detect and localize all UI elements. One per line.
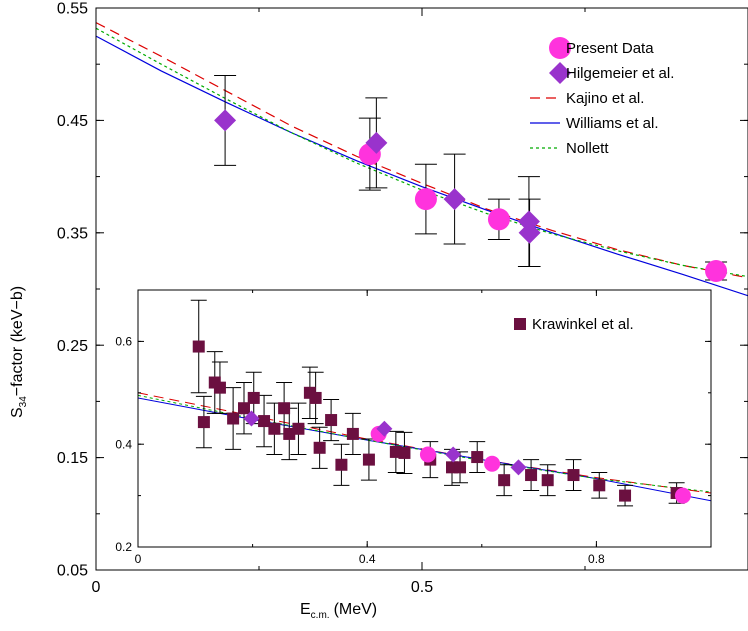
- inset-point-0-25: [498, 474, 511, 487]
- inset-point-0-11: [292, 422, 305, 435]
- inset-point-0-5: [238, 402, 251, 415]
- inset-frame: [137, 289, 712, 548]
- main-ytick-label-4: 0.45: [57, 113, 88, 130]
- inset-point-2-2: [445, 446, 462, 463]
- inset-ytick-label-0: 0.2: [115, 540, 132, 554]
- inset-point-0-15: [325, 414, 338, 427]
- inset-point-0-18: [362, 453, 375, 466]
- main-series-line-3: [96, 35, 748, 297]
- inset-xtick-label-2: 0.8: [588, 552, 605, 566]
- inset-plot: 0.2 0.4 0.6 0 0.4 0.8 Krawinkel et al.: [115, 289, 712, 566]
- main-ytick-label-2: 0.25: [57, 338, 88, 355]
- inset-point-1-3: [674, 487, 691, 504]
- main-series-line-2: [96, 22, 748, 279]
- main-ytick-label-0: 0.05: [57, 563, 88, 580]
- inset-point-2-3: [510, 459, 527, 476]
- inset-point-0-1: [197, 416, 210, 429]
- inset-legend-label: Krawinkel et al.: [532, 316, 634, 333]
- inset-point-0-28: [567, 469, 580, 482]
- legend-label-4: Nollett: [566, 140, 609, 157]
- main-point-0-1: [414, 188, 437, 211]
- inset-point-0-24: [471, 451, 484, 464]
- inset-point-0-29: [593, 479, 606, 492]
- inset-legend: Krawinkel et al.: [514, 316, 634, 333]
- inset-point-1-2: [484, 455, 501, 472]
- main-xtick-label-1: 0.5: [411, 579, 433, 596]
- inset-point-0-23: [454, 461, 467, 474]
- inset-point-0-30: [619, 489, 632, 502]
- main-point-1-0: [214, 109, 237, 132]
- legend-label-2: Kajino et al.: [566, 90, 644, 107]
- main-point-1-1: [365, 131, 388, 154]
- inset-point-0-0: [192, 340, 205, 353]
- legend-marker-0: [549, 37, 571, 59]
- main-plot: 0.05 0.15 0.25 0.35 0.45 0.55 0 0.5 Present Data…: [57, 1, 748, 596]
- main-point-0-2: [487, 208, 510, 231]
- inset-point-0-9: [278, 402, 291, 415]
- main-ytick-label-3: 0.35: [57, 225, 88, 242]
- inset-point-0-20: [398, 446, 411, 459]
- main-legend: Present Data Hilgemeier et al. Kajino et a…: [530, 37, 674, 157]
- inset-point-1-1: [419, 446, 436, 463]
- inset-point-0-26: [525, 469, 538, 482]
- inset-xtick-label-1: 0.4: [359, 552, 376, 566]
- main-ytick-label-1: 0.15: [57, 450, 88, 467]
- inset-point-0-3: [213, 381, 226, 394]
- inset-xtick-label-0: 0: [135, 552, 142, 566]
- y-axis-title: S34−factor (keV−b): [9, 286, 29, 418]
- inset-legend-marker: [514, 318, 526, 330]
- inset-point-2-0: [243, 410, 260, 427]
- main-point-0-3: [705, 260, 728, 283]
- inset-point-0-16: [335, 458, 348, 471]
- main-point-1-4: [518, 221, 541, 244]
- main-point-1-2: [443, 188, 466, 211]
- x-axis-title: Ec.m. (MeV): [300, 601, 377, 621]
- main-marks: [96, 22, 748, 297]
- inset-point-0-13: [309, 391, 322, 404]
- inset-point-2-1: [376, 420, 393, 437]
- legend-label-3: Williams et al.: [566, 115, 659, 132]
- inset-point-0-6: [247, 391, 260, 404]
- inset-marks: [138, 299, 711, 507]
- inset-point-0-14: [313, 441, 326, 454]
- legend-label-0: Present Data: [566, 40, 654, 57]
- inset-point-0-27: [541, 474, 554, 487]
- inset-point-0-17: [346, 427, 359, 440]
- inset-ytick-label-2: 0.6: [115, 335, 132, 349]
- inset-point-0-4: [227, 412, 240, 425]
- main-ytick-label-5: 0.55: [57, 1, 88, 18]
- main-xtick-label-0: 0: [92, 579, 101, 596]
- inset-point-0-10: [283, 427, 296, 440]
- inset-point-0-7: [258, 415, 271, 428]
- legend-marker-1: [549, 62, 571, 84]
- inset-ytick-label-1: 0.4: [115, 437, 132, 451]
- legend-label-1: Hilgemeier et al.: [566, 65, 674, 82]
- inset-point-0-8: [268, 422, 281, 435]
